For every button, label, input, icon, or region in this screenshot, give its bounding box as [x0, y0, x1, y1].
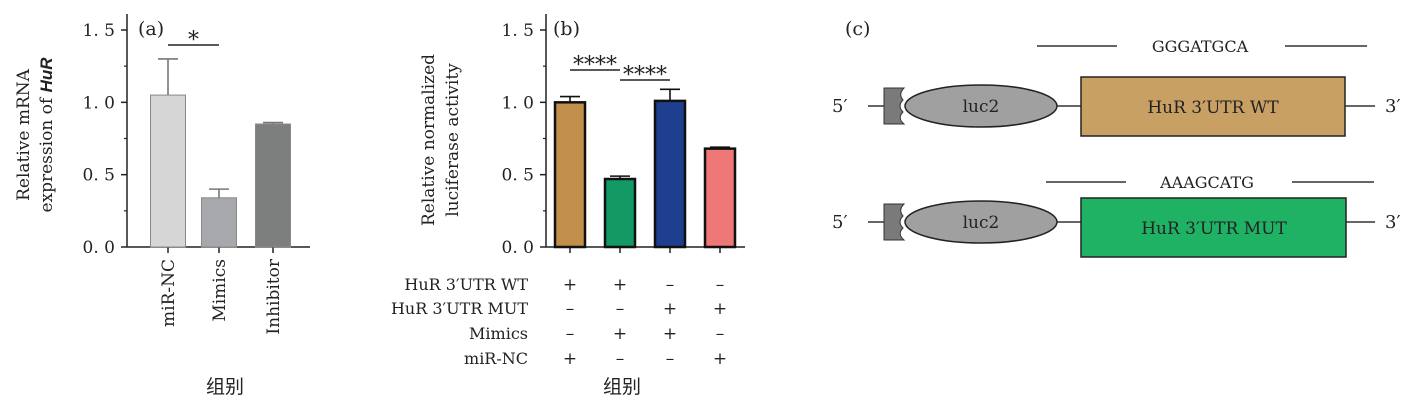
panel-a-x-tick-label: Inhibitor [264, 258, 284, 334]
panel-a-ylabel-text: expression of [37, 92, 57, 212]
panel-a-bar [150, 94, 186, 248]
condition-mark: – [716, 275, 725, 295]
panel-b-bar [603, 177, 637, 249]
panel-b-y-tick-label: 1. 0 [502, 93, 534, 113]
condition-label: HuR 3′UTR WT [404, 275, 528, 294]
mut-three-prime: 3′ [1385, 212, 1401, 233]
panel-b-y-tick-label: 1. 5 [502, 21, 534, 41]
panel-b-significance: **** **** [570, 53, 670, 88]
panel-b-significance-mark: **** [573, 53, 617, 78]
panel-a-x-tick-label: miR-NC [159, 259, 179, 327]
panel-a-significance: * [168, 28, 219, 53]
panel-b-bar [553, 101, 587, 249]
panel-b-bars [553, 88, 737, 249]
condition-mark: – [566, 324, 575, 344]
panel-a-y-tick-label: 0. 5 [83, 166, 115, 186]
panel-a-ylabel-line1: Relative mRNA [14, 68, 34, 201]
mut-construct: AAAGCATG 5′ luc2 HuR 3′UTR MUT 3′ [832, 173, 1401, 258]
condition-mark: + [613, 275, 627, 295]
condition-mark: + [563, 349, 577, 369]
panel-b-ylabel-line2: luciferase activity [443, 63, 463, 217]
panel-b-xlabel: 组别 [603, 376, 641, 398]
condition-mark: + [663, 299, 677, 319]
panel-a-tag: (a) [138, 18, 164, 40]
panel-c-tag: (c) [845, 18, 870, 40]
panel-a-significance-mark: * [188, 28, 199, 53]
panel-b-bar [703, 147, 737, 249]
condition-mark: – [666, 349, 675, 369]
condition-mark: + [563, 275, 577, 295]
condition-mark: + [613, 324, 627, 344]
condition-label: miR-NC [464, 349, 528, 368]
mut-utr-box [1080, 197, 1347, 258]
panel-b-condition-table: HuR 3′UTR WT + + – – HuR 3′UTR MUT – – + + Mimics –… [391, 275, 727, 369]
condition-label: HuR 3′UTR MUT [391, 299, 528, 318]
wt-promoter-cap-icon [883, 87, 906, 125]
panel-a-xlabel: 组别 [206, 376, 244, 398]
wt-utr-box [1080, 76, 1346, 137]
panel-b-significance-mark: **** [623, 63, 667, 88]
panel-b-bar [653, 99, 687, 249]
condition-mark: – [666, 275, 675, 295]
panel-b-y-tick-label: 0. 5 [502, 166, 534, 186]
panel-a-y-tick-label: 1. 0 [83, 93, 115, 113]
condition-mark: – [566, 299, 575, 319]
panel-a-bar [201, 197, 237, 248]
condition-label: Mimics [469, 324, 528, 343]
panel-a-ylabel-line2: expression of HuR [37, 57, 57, 213]
panel-a-y-tick-label: 1. 5 [83, 21, 115, 41]
wt-construct: GGGATGCA 5′ luc2 HuR 3′UTR WT 3′ [832, 37, 1401, 137]
wt-sequence: GGGATGCA [1152, 37, 1249, 56]
panel-b-tag: (b) [553, 18, 580, 40]
condition-mark: – [616, 349, 625, 369]
panel-a-bar [255, 123, 291, 248]
mut-five-prime: 5′ [832, 212, 848, 233]
panel-a-y-tick-label: 0. 0 [83, 238, 115, 258]
panel-a-bars [150, 58, 291, 248]
panel-a-x-tick-label: Mimics [210, 259, 230, 322]
condition-mark: + [713, 299, 727, 319]
panel-a-axes: 0. 0 0. 5 1. 0 1. 5 miR-NC Mimics Inhibitor [83, 14, 310, 335]
mut-utr-label: HuR 3′UTR MUT [1141, 219, 1287, 239]
mut-sequence: AAAGCATG [1159, 173, 1254, 192]
condition-mark: – [616, 299, 625, 319]
panel-a: (a) Relative mRNA expression of HuR 0. 0… [14, 14, 310, 398]
wt-utr-label: HuR 3′UTR WT [1147, 98, 1279, 118]
panel-b: (b) Relative normalized luciferase activ… [391, 14, 745, 398]
condition-mark: + [663, 324, 677, 344]
mut-luc2-label: luc2 [963, 213, 1000, 233]
panel-b-y-tick-label: 0. 0 [502, 238, 534, 258]
wt-five-prime: 5′ [832, 96, 848, 117]
panel-a-ylabel-gene: HuR [37, 57, 56, 93]
mut-promoter-cap-icon [883, 203, 906, 241]
wt-luc2-label: luc2 [963, 97, 1000, 117]
condition-mark: – [716, 324, 725, 344]
panel-b-ylabel-line1: Relative normalized [419, 54, 439, 226]
panel-c: (c) GGGATGCA 5′ luc2 HuR 3′UTR WT 3′ AAA… [832, 18, 1401, 258]
wt-three-prime: 3′ [1385, 96, 1401, 117]
condition-mark: + [713, 349, 727, 369]
